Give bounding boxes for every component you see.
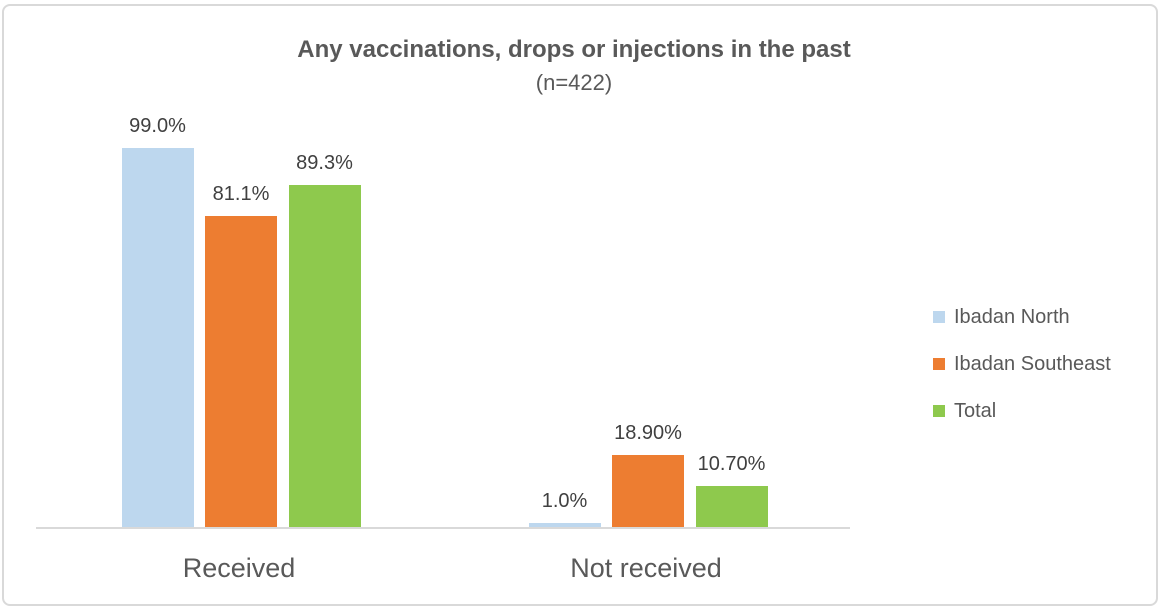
legend-swatch-icon [933, 358, 945, 370]
chart-subtitle: (n=422) [535, 70, 613, 95]
legend: Ibadan North Ibadan Southeast Total [933, 302, 1111, 443]
legend-item-ibadan-north: Ibadan North [933, 302, 1111, 332]
chart-title: Any vaccinations, drops or injections in… [297, 36, 851, 63]
legend-swatch-icon [933, 405, 945, 417]
data-label: 81.1% [212, 183, 270, 206]
bar-not-received-ibadan-southeast [612, 454, 684, 527]
chart-frame: Any vaccinations, drops or injections in… [2, 4, 1158, 606]
bar-not-received-ibadan-north [528, 523, 601, 527]
bar-received-ibadan-north [121, 147, 194, 527]
data-label: 99.0% [129, 114, 186, 137]
bar-received-ibadan-southeast [205, 216, 277, 527]
data-label: 18.90% [614, 421, 682, 444]
data-label: 1.0% [541, 490, 588, 513]
category-label-received: Received [182, 553, 296, 583]
legend-label: Ibadan Southeast [954, 352, 1111, 375]
legend-item-total: Total [933, 396, 1111, 426]
plot-area: 99.0% 81.1% 89.3% 1.0% 18.90% 10.70% [36, 115, 850, 529]
legend-swatch-icon [933, 311, 945, 323]
bar-received-total [288, 184, 361, 527]
data-label: 89.3% [296, 151, 353, 174]
legend-label: Total [954, 399, 997, 422]
data-label: 10.70% [697, 453, 766, 476]
bar-not-received-total [695, 486, 768, 527]
legend-label: Ibadan North [954, 305, 1070, 328]
x-axis-line [36, 527, 850, 529]
legend-item-ibadan-southeast: Ibadan Southeast [933, 349, 1111, 379]
category-label-not-received: Not received [570, 553, 722, 583]
